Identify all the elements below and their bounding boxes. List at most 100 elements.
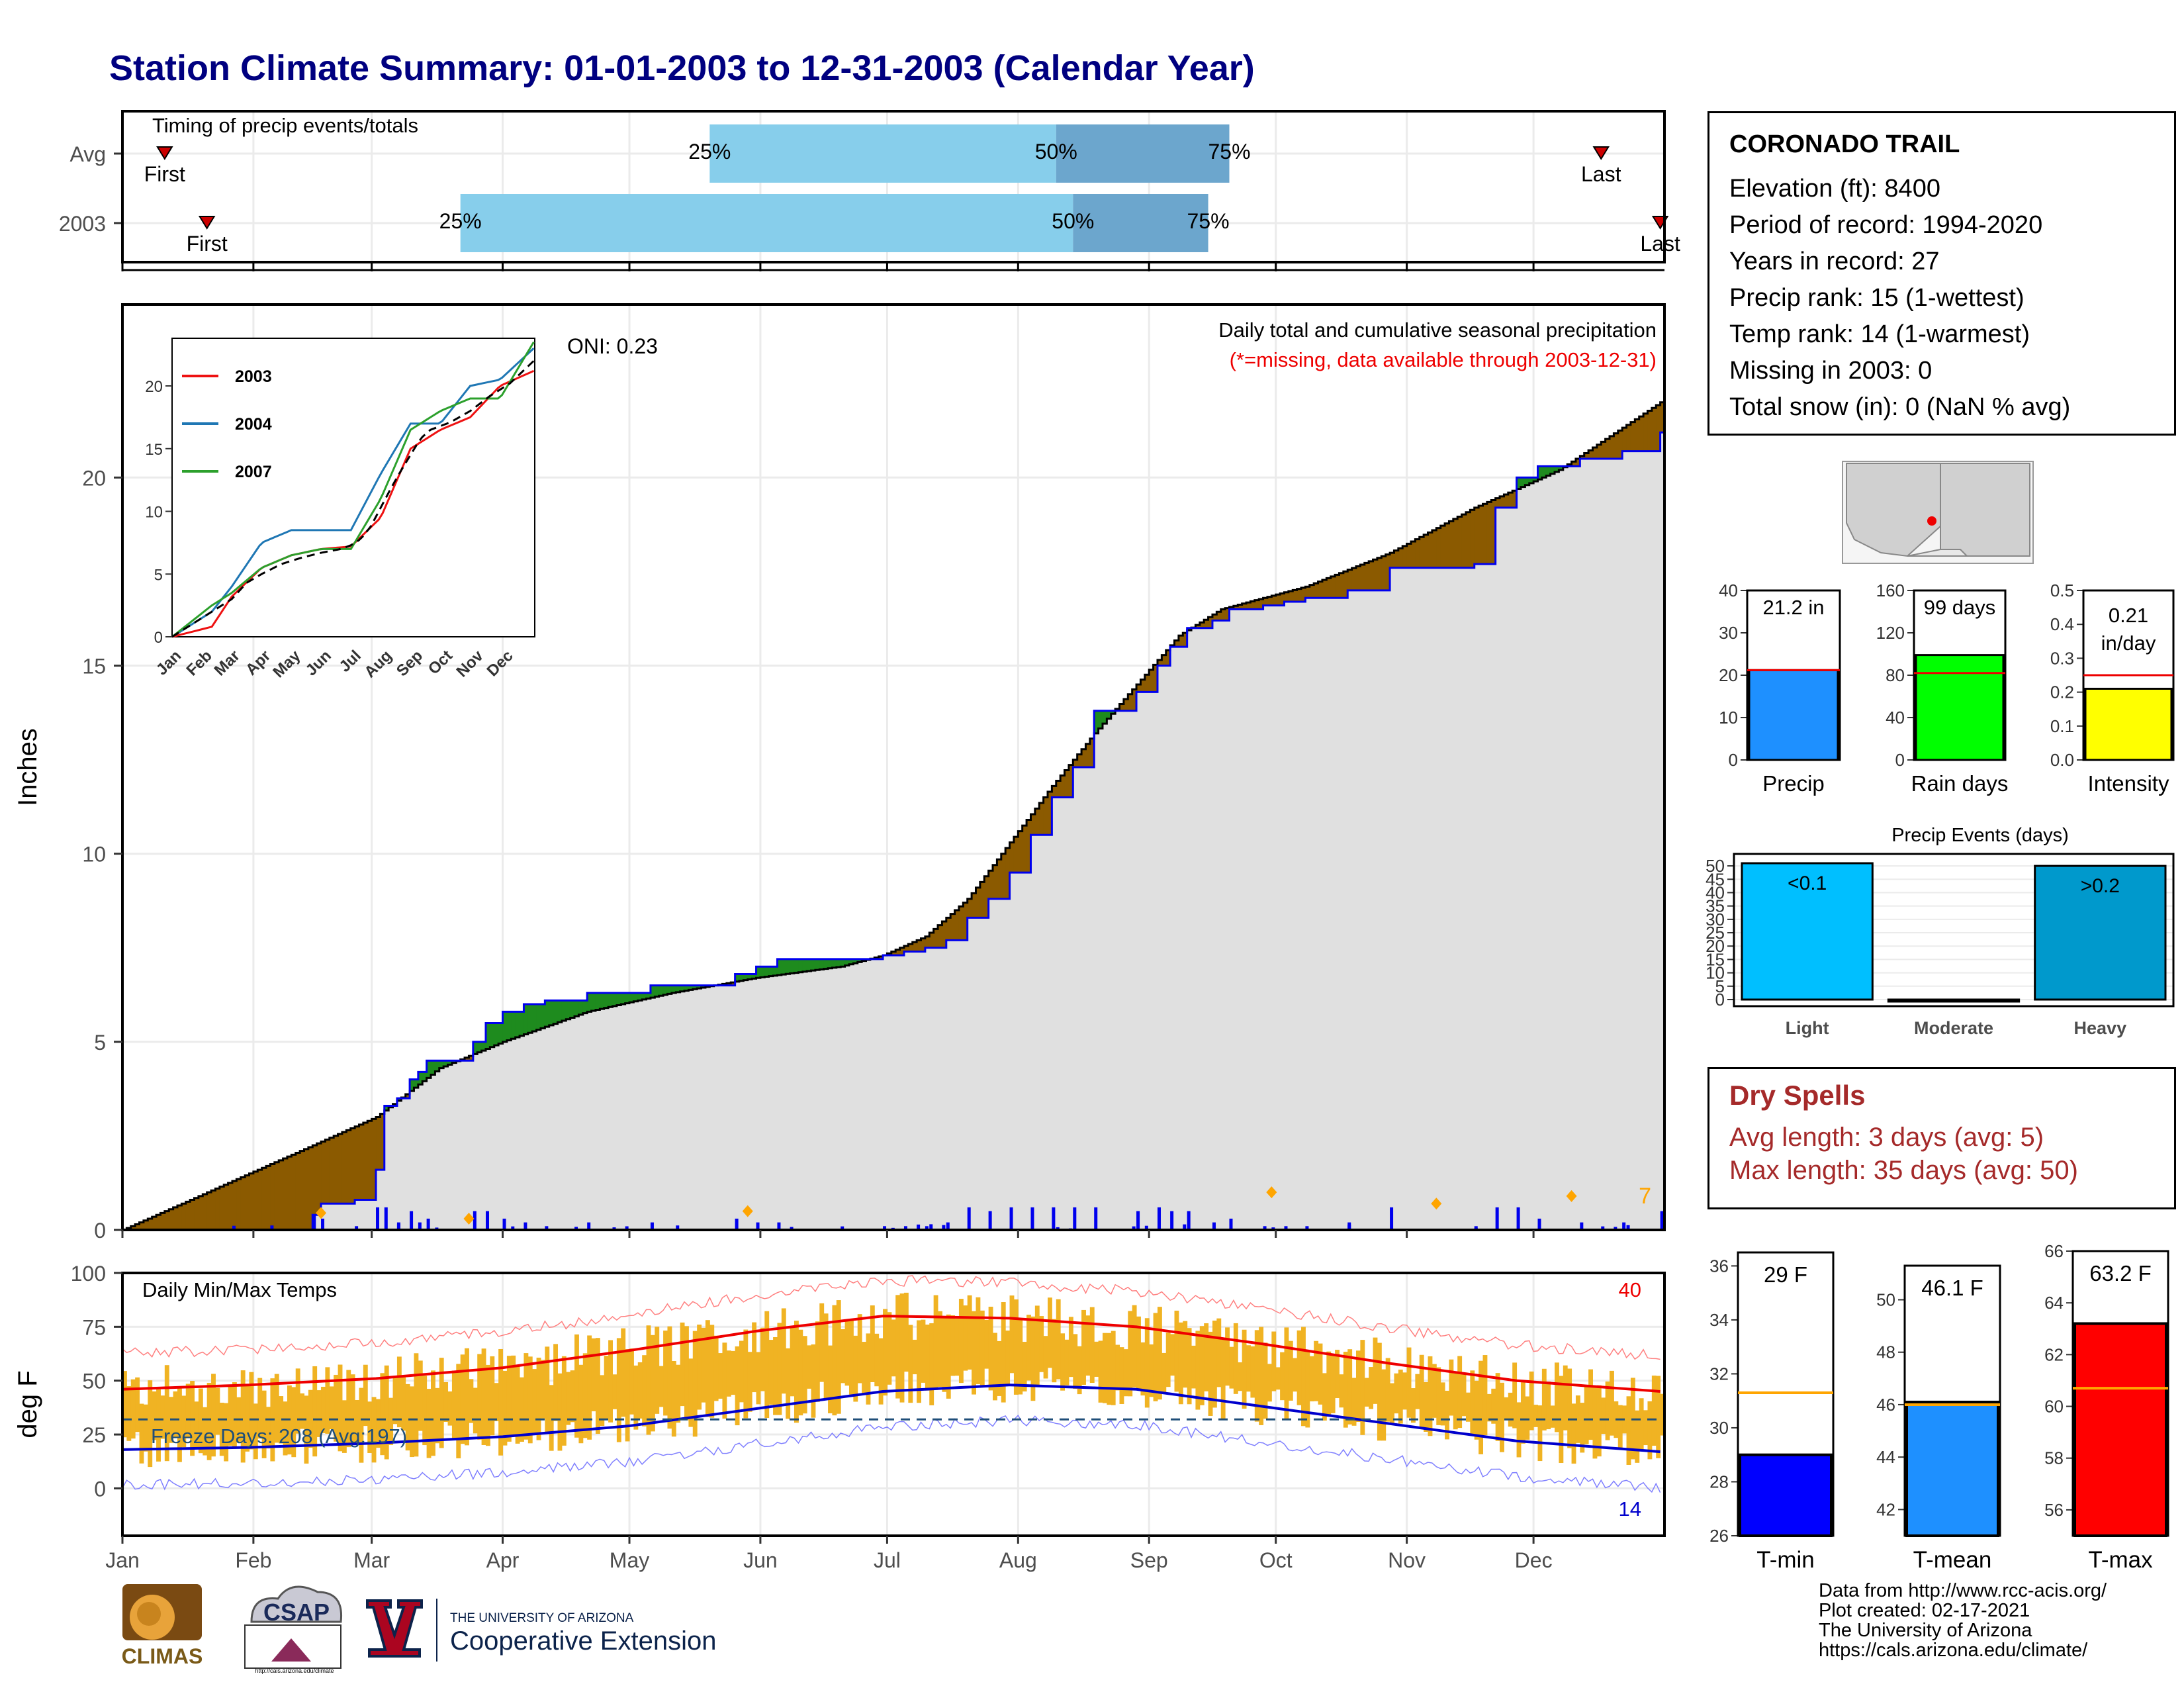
temp-range-bar [1048,1297,1052,1368]
temp-range-bar [469,1379,474,1423]
deficit-band [976,887,981,918]
tsum-value-label: 63.2 F [2089,1261,2152,1286]
temp-range-bar [938,1311,942,1387]
daily-precip-bar [396,1224,400,1230]
totals-y-tick-label: 0.5 [2050,581,2074,600]
temp-range-bar [380,1373,385,1456]
temp-range-bar [1656,1376,1661,1458]
dry-spells-avg: Avg length: 3 days (avg: 5) [1729,1123,2044,1152]
deficit-band [1419,537,1424,568]
daily-precip-bar [1144,1225,1148,1230]
surplus-band [1550,466,1555,474]
deficit-band [1144,675,1150,692]
deficit-band [1305,586,1310,598]
temp-range-bar [629,1348,634,1415]
temp-range-bar [616,1338,621,1442]
main-chart-subtitle: (*=missing, data available through 2003-… [1230,348,1657,371]
totals-value-label: 99 days [1924,596,1996,619]
temp-range-bar [126,1386,132,1441]
deficit-band [1195,625,1201,628]
temp-range-bar [1567,1368,1572,1448]
deficit-band [1043,797,1048,835]
deficit-band [1250,601,1255,610]
temp-range-bar [341,1400,347,1453]
temp-range-bar [1660,1393,1665,1436]
deficit-band [979,882,985,918]
deficit-band [1157,660,1162,666]
average-cumulative-line [122,401,1664,1231]
temp-range-bar [954,1319,960,1376]
events-frame [1733,853,2175,1008]
surplus-band [566,1000,571,1019]
temp-range-bar [1250,1346,1255,1398]
temp-range-bar [1647,1401,1653,1460]
surplus-band [527,1004,533,1033]
deficit-band [198,1196,203,1230]
temp-range-bar [1592,1385,1598,1459]
temp-range-bar [1293,1358,1298,1392]
surplus-band [815,959,820,970]
temp-range-bar [811,1344,816,1418]
deficit-band [367,1121,373,1200]
daily-precip-bar [1183,1224,1187,1230]
surplus-band [667,985,672,994]
temp-range-bar [684,1326,689,1421]
temp-range-bar [1322,1373,1327,1421]
temp-x-tick-label: Sep [1130,1548,1168,1572]
surplus-band [688,985,694,990]
daily-precip-bar [925,1226,929,1230]
events-bar-0 [1741,862,1874,1001]
deficit-band [321,1141,326,1204]
deficit-band [1267,596,1272,606]
temp-y-tick-label: 25 [82,1423,106,1447]
temp-range-bar [1229,1346,1234,1389]
temp-range-bar [334,1374,339,1442]
temp-range-bar [240,1370,246,1463]
temp-range-bar [1161,1352,1167,1394]
totals-y-tick-label: 40 [1719,581,1738,600]
temp-range-bar [1170,1334,1175,1376]
ua-university-text: THE UNIVERSITY OF ARIZONA [450,1611,634,1625]
deficit-band [1330,576,1336,598]
temp-range-bar [1128,1311,1133,1397]
deficit-band [1635,419,1640,451]
surplus-band [545,1000,550,1027]
timing-row-label: 2003 [59,212,106,236]
temp-range-bar [591,1338,596,1411]
surplus-band [549,1000,554,1025]
surplus-band [447,1060,453,1065]
deficit-band [1199,622,1205,628]
temp-range-bar [667,1326,672,1429]
deficit-band [1233,606,1238,610]
climas-logo: CLIMAS [122,1584,203,1668]
temp-range-bar [304,1395,309,1464]
temp-range-bar [786,1348,791,1419]
deficit-band [1479,506,1484,565]
temp-range-bar [921,1319,926,1383]
temp-x-tick-label: Mar [353,1548,390,1572]
temp-range-bar [1555,1362,1559,1432]
deficit-band [1580,455,1585,459]
totals-y-tick-label: 160 [1876,581,1905,600]
temp-range-bar [494,1383,499,1421]
temp-range-bar [807,1345,812,1389]
deficit-band [1630,422,1635,451]
temp-range-bar [405,1383,410,1451]
daily-precip-bar [587,1222,591,1230]
deficit-band [899,947,905,956]
station-detail-5: Missing in 2003: 0 [1729,357,1933,385]
temp-range-bar [477,1354,482,1440]
temp-range-bar [156,1389,161,1462]
temp-range-bar [363,1364,368,1427]
totals-value-label: 21.2 in [1762,596,1824,619]
temp-range-bar [1183,1321,1188,1388]
temp-range-bar [232,1382,237,1449]
temp-range-bar [130,1379,136,1439]
deficit-band [1622,428,1627,451]
temp-range-bar [1238,1362,1243,1391]
surplus-band [684,985,689,991]
temp-range-bar [764,1311,770,1419]
temp-x-tick-label: Jul [874,1548,901,1572]
tsum-y-tick-label: 58 [2044,1448,2064,1468]
temp-range-bar [160,1395,165,1439]
